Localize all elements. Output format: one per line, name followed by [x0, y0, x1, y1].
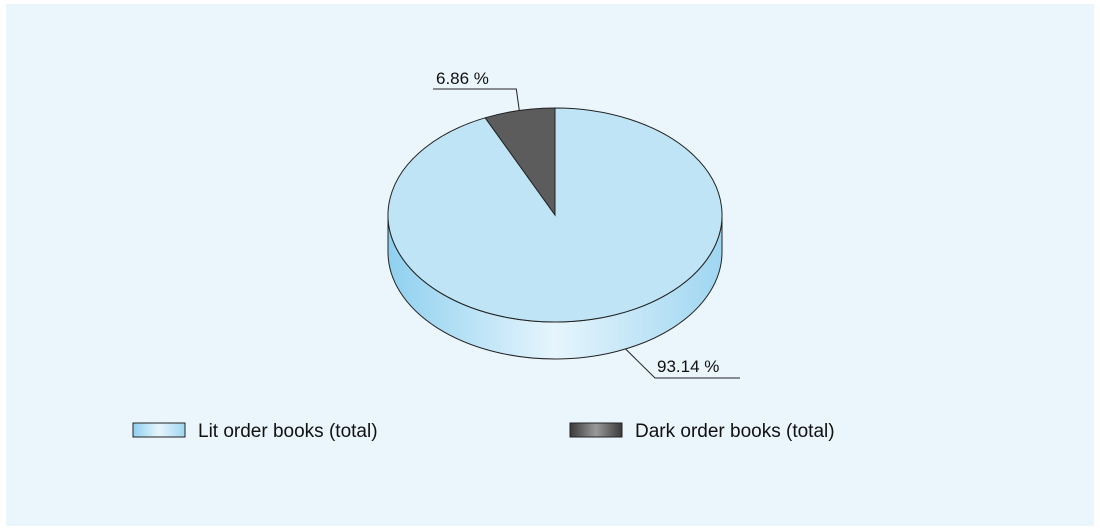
leader-line-dark [433, 88, 520, 111]
leader-line-lit [625, 348, 740, 379]
data-label-dark: 6.86 % [433, 69, 520, 111]
pie-slice-dark-order-books [484, 107, 556, 217]
data-label-lit: 93.14 % [625, 348, 740, 379]
legend-swatch-lit [132, 422, 186, 438]
legend-item-lit: Lit order books (total) [132, 421, 378, 442]
data-label-dark-text: 6.86 % [436, 69, 489, 88]
legend-label-dark: Dark order books (total) [635, 421, 835, 442]
legend-item-dark: Dark order books (total) [569, 421, 835, 442]
legend-label-lit: Lit order books (total) [198, 421, 378, 442]
legend-swatch-dark [569, 422, 623, 438]
legend: Lit order books (total) Dark order books… [132, 421, 835, 442]
data-label-lit-text: 93.14 % [657, 357, 719, 376]
